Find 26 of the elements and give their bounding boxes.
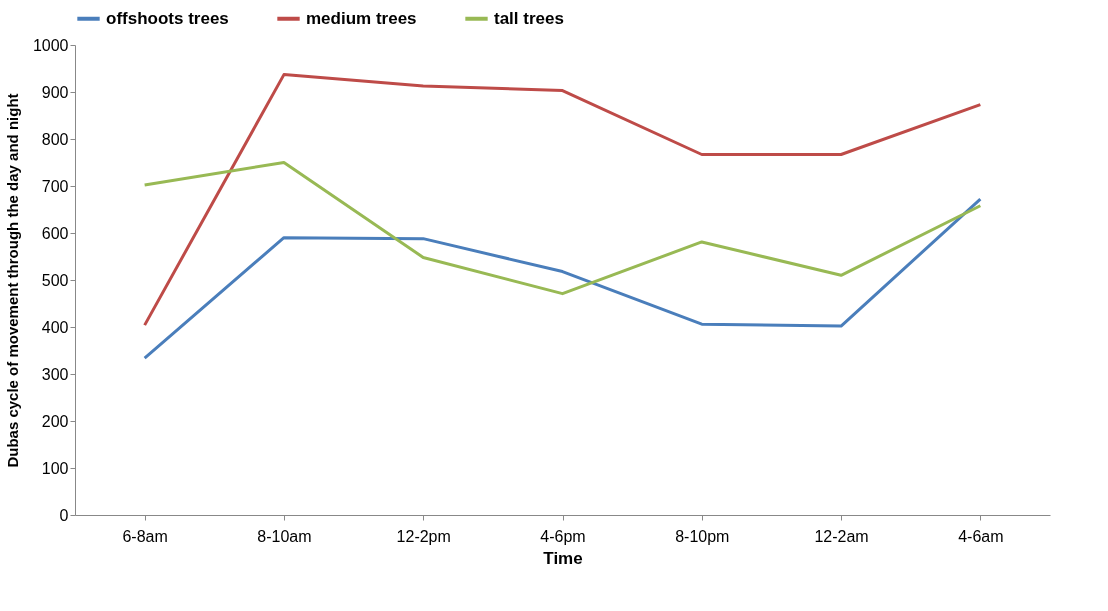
y-tick-label: 600 (41, 224, 69, 242)
y-tick-label: 500 (41, 271, 69, 289)
legend-label: medium trees (306, 8, 417, 28)
x-tick-label: 4-6pm (540, 527, 586, 545)
y-tick-label: 200 (41, 412, 69, 430)
y-axis-title: Dubas cycle of movement through the day and night (3, 93, 21, 468)
y-tick-label: 900 (41, 83, 69, 101)
x-tick-label: 4-6am (958, 527, 1004, 545)
x-tick-label: 8-10am (257, 527, 312, 545)
line-series (143, 197, 982, 360)
y-tick-label: 400 (41, 318, 69, 336)
y-tick-label: 100 (41, 459, 69, 477)
x-axis-title: Time (543, 548, 583, 568)
legend-label: tall trees (494, 8, 564, 28)
y-tick-label: 800 (41, 130, 69, 148)
x-tick-label: 8-10pm (675, 527, 730, 545)
line-series (143, 161, 982, 296)
legend-label: offshoots trees (106, 8, 229, 28)
x-tick-label: 6-8am (122, 527, 168, 545)
x-tick-label: 12-2am (814, 527, 869, 545)
y-tick-label: 300 (41, 365, 69, 383)
x-tick-label: 12-2pm (396, 527, 451, 545)
line-series (143, 73, 982, 327)
y-tick-label: 700 (41, 177, 69, 195)
y-tick-label: 1000 (32, 36, 69, 54)
y-tick-label: 0 (59, 506, 69, 524)
